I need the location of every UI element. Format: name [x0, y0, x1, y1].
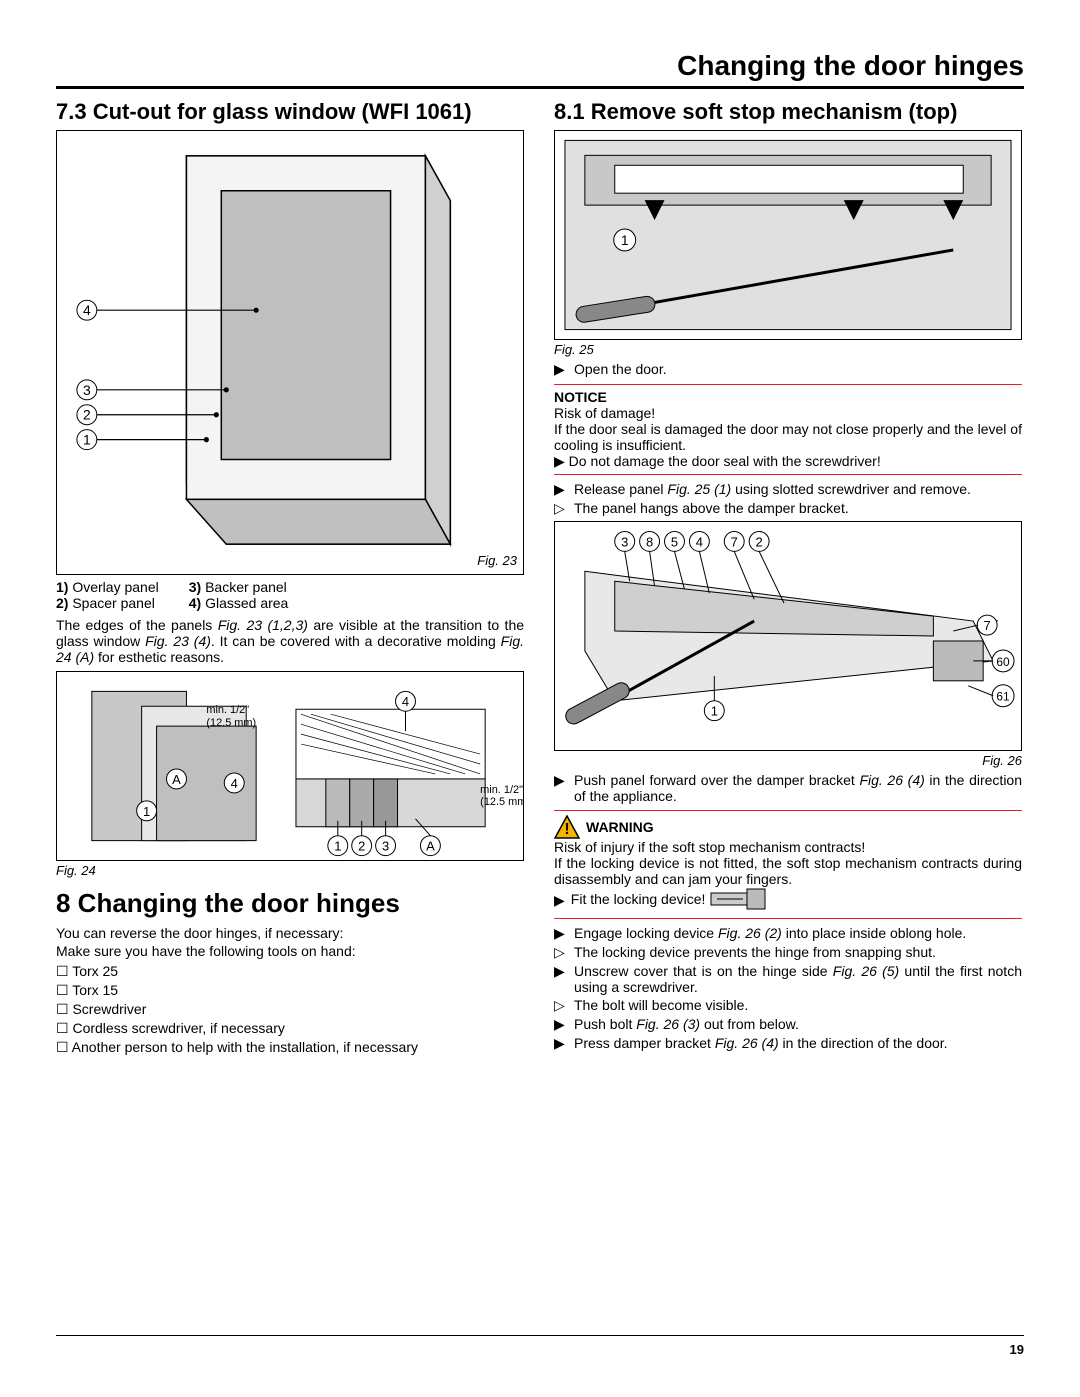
svg-text:!: !: [564, 821, 569, 838]
svg-text:61: 61: [996, 690, 1010, 704]
svg-text:5: 5: [671, 535, 678, 550]
svg-text:(12.5 mm): (12.5 mm): [480, 796, 523, 808]
svg-text:A: A: [426, 839, 435, 854]
svg-text:7: 7: [731, 535, 738, 550]
page-header-title: Changing the door hinges: [56, 50, 1024, 89]
svg-text:4: 4: [231, 776, 238, 791]
fig-26-caption: Fig. 26: [554, 753, 1022, 768]
section-8-title: 8 Changing the door hinges: [56, 888, 524, 919]
svg-text:(12.5 mm): (12.5 mm): [206, 717, 256, 729]
svg-text:1: 1: [334, 839, 341, 854]
svg-text:7: 7: [984, 618, 991, 633]
svg-text:2: 2: [756, 535, 763, 550]
locking-device-icon: [709, 887, 769, 914]
page-footer: 19: [56, 1335, 1024, 1357]
warning-icon: !: [554, 815, 580, 839]
step-open-door: ▶Open the door.: [554, 361, 1022, 378]
svg-text:2: 2: [358, 839, 365, 854]
svg-text:1: 1: [143, 804, 150, 819]
steps-release-panel: ▶Release panel Fig. 25 (1) using slotted…: [554, 481, 1022, 517]
fig-26: 3 8 5 4 7 2 77 60 61: [554, 521, 1022, 751]
svg-text:1: 1: [621, 232, 629, 248]
para-panels: The edges of the panels Fig. 23 (1,2,3) …: [56, 617, 524, 665]
fig-25: 1: [554, 130, 1022, 340]
notice-block: NOTICE Risk of damage! If the door seal …: [554, 384, 1022, 475]
fig-23-legend: 1) Overlay panel 2) Spacer panel 3) Back…: [56, 579, 524, 611]
svg-text:4: 4: [402, 695, 409, 710]
svg-text:A: A: [172, 772, 181, 787]
step-push-panel: ▶Push panel forward over the damper brac…: [554, 772, 1022, 804]
tools-list: Torx 25 Torx 15 Screwdriver Cordless scr…: [56, 963, 524, 1056]
svg-text:60: 60: [996, 655, 1010, 669]
svg-text:3: 3: [382, 839, 389, 854]
svg-text:1: 1: [711, 704, 718, 719]
para-reverse: You can reverse the door hinges, if nece…: [56, 925, 524, 941]
svg-text:3: 3: [83, 382, 91, 398]
svg-text:min. 1/2": min. 1/2": [206, 705, 249, 717]
fig-25-caption: Fig. 25: [554, 342, 1022, 357]
svg-text:4: 4: [696, 535, 703, 550]
svg-text:8: 8: [646, 535, 653, 550]
section-8-1-title: 8.1 Remove soft stop mechanism (top): [554, 99, 1022, 124]
fig-24-caption: Fig. 24: [56, 863, 524, 878]
fig-23: 4 3 2 1 Fig. 23: [56, 130, 524, 575]
warning-block: ! WARNING Risk of injury if the soft sto…: [554, 810, 1022, 919]
svg-text:3: 3: [621, 535, 628, 550]
page-number: 19: [1010, 1342, 1024, 1357]
steps-remaining: ▶Engage locking device Fig. 26 (2) into …: [554, 925, 1022, 1052]
svg-text:min. 1/2": min. 1/2": [480, 784, 523, 796]
svg-text:2: 2: [83, 407, 91, 423]
svg-text:1: 1: [83, 432, 91, 448]
para-tools: Make sure you have the following tools o…: [56, 943, 524, 959]
section-7-3-title: 7.3 Cut-out for glass window (WFI 1061): [56, 99, 524, 124]
fig-23-caption: Fig. 23: [477, 553, 517, 568]
svg-text:4: 4: [83, 302, 91, 318]
fig-24: min. 1/2" (12.5 mm) A 4 1: [56, 671, 524, 861]
